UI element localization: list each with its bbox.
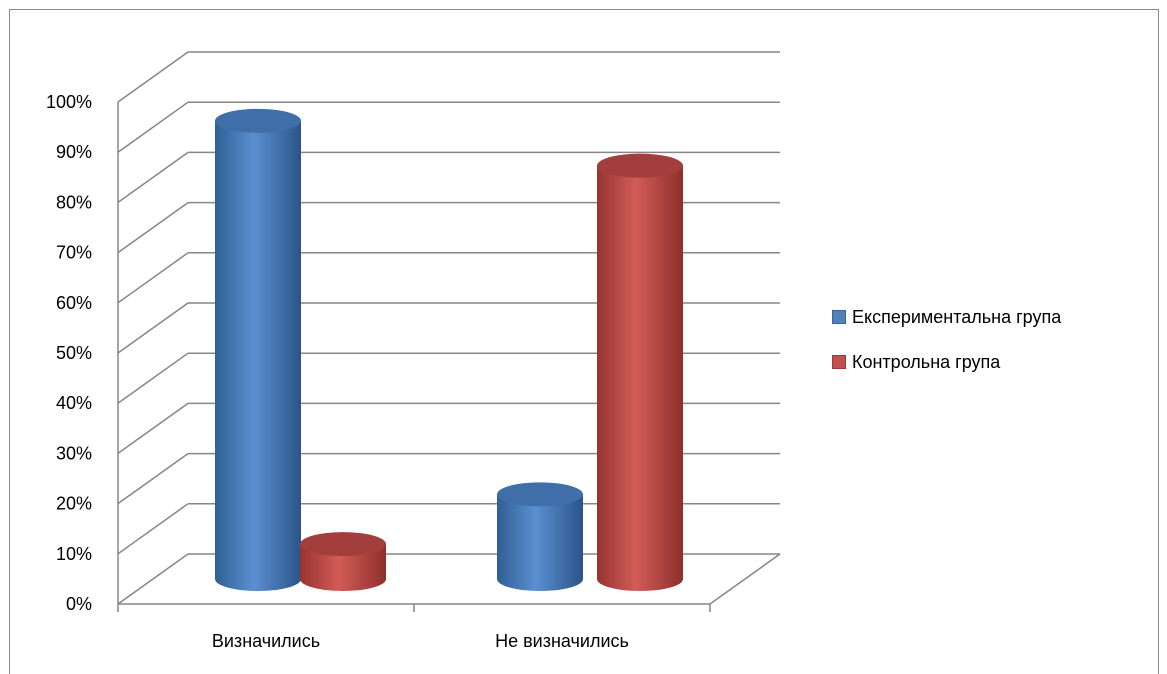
bar-body — [215, 120, 301, 591]
x-axis-labels: Визначились Не визначились — [212, 631, 629, 651]
y-tick-label: 70% — [56, 243, 92, 263]
y-tick-label: 80% — [56, 192, 92, 212]
y-tick-label: 30% — [56, 443, 92, 463]
grid-diagonal — [117, 51, 189, 103]
bar — [597, 153, 683, 591]
bar-body — [497, 494, 583, 591]
bar-top — [497, 482, 583, 507]
legend-label: Контрольна група — [852, 351, 1001, 372]
bar — [215, 108, 301, 591]
legend-label: Експериментальна група — [852, 306, 1062, 327]
grid-diagonal — [117, 302, 189, 354]
grid-diagonal — [117, 201, 189, 254]
grid-diagonal — [117, 402, 189, 455]
bar-top — [215, 108, 301, 133]
legend-swatch-red — [832, 355, 846, 369]
bar-top — [597, 153, 683, 178]
bar — [497, 482, 583, 591]
y-tick-label: 20% — [56, 494, 92, 514]
grid-diagonal — [117, 252, 189, 304]
y-tick-label: 40% — [56, 393, 92, 413]
grid-diagonal — [117, 101, 189, 153]
bar-top — [300, 532, 386, 557]
grid-diagonal — [117, 452, 189, 505]
grid-diagonal — [117, 553, 189, 605]
bars — [215, 108, 683, 591]
y-tick-label: 60% — [56, 293, 92, 313]
legend: Експериментальна група Контрольна група — [832, 306, 1061, 396]
floor-right-edge — [709, 553, 781, 605]
legend-item: Контрольна група — [832, 351, 1061, 373]
y-tick-label: 100% — [46, 92, 92, 112]
x-category-label: Визначились — [212, 631, 320, 651]
chart-frame — [9, 9, 1159, 674]
bar-body — [597, 165, 683, 591]
x-category-label: Не визначились — [495, 631, 629, 651]
grid-diagonal — [117, 503, 189, 555]
grid-diagonal — [117, 151, 189, 204]
grid-diagonal — [117, 352, 189, 404]
y-tick-label: 90% — [56, 142, 92, 162]
y-tick-label: 10% — [56, 544, 92, 564]
y-tick-label: 0% — [66, 594, 92, 614]
y-tick-label: 50% — [56, 343, 92, 363]
y-axis-ticks: 0% 10% 20% 30% 40% 50% 60% 70% 80% 90% 100% — [46, 92, 92, 614]
bar-body — [300, 544, 386, 591]
legend-swatch-blue — [832, 310, 846, 324]
legend-item: Експериментальна група — [832, 306, 1061, 328]
bar — [300, 532, 386, 591]
